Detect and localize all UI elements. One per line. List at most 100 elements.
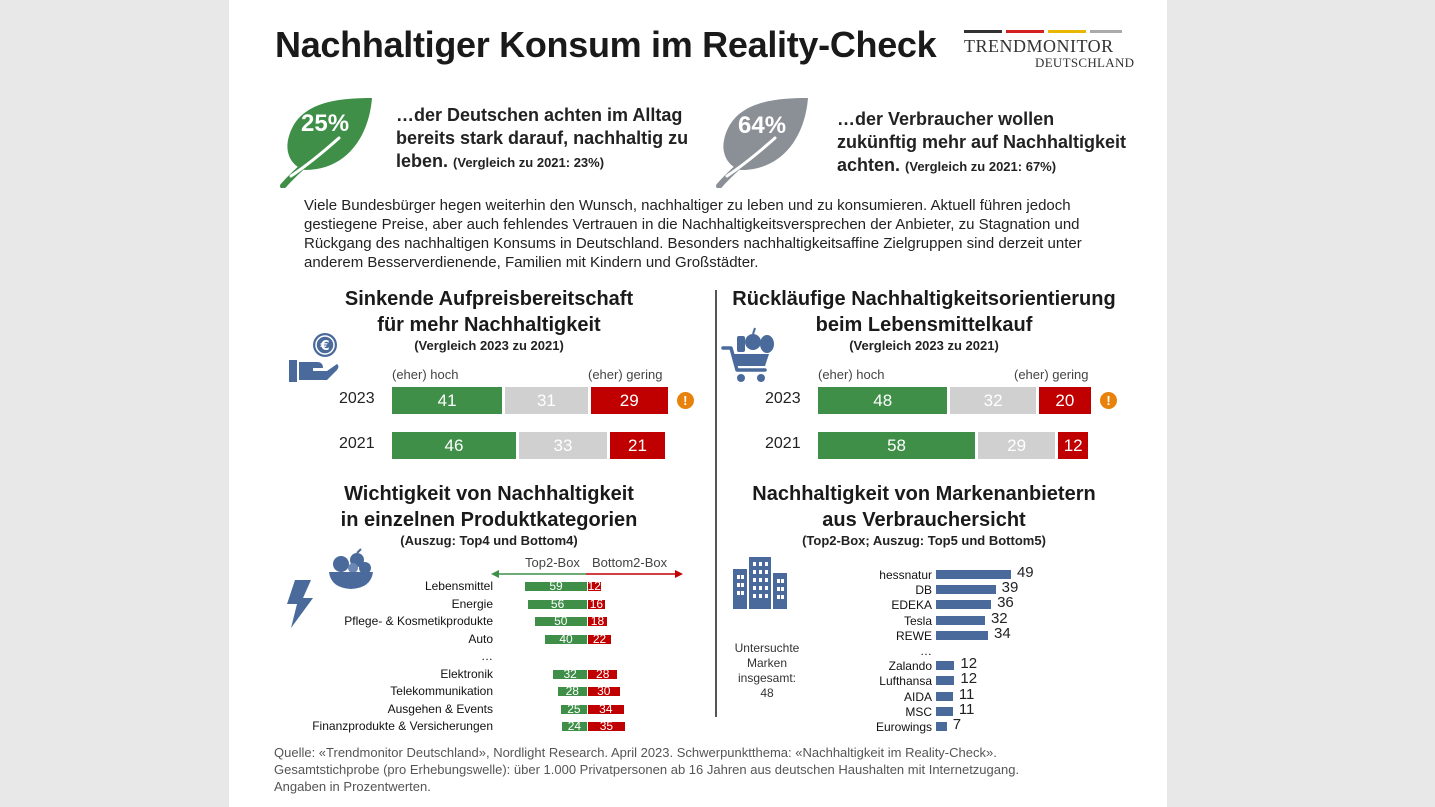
stat2-line3: achten. — [837, 155, 901, 175]
intro-paragraph: Viele Bundesbürger hegen weiterhin den W… — [304, 197, 1082, 271]
chart3-bottom-bar-2: 18 — [588, 615, 607, 627]
stat1-text: …der Deutschen achten im Alltag bereits … — [396, 104, 688, 174]
logo-bar-1 — [964, 30, 1002, 33]
chart2-bar-2023-2: 20 — [1038, 387, 1091, 414]
brands-note-line2: Marken — [746, 656, 787, 670]
chart3-bottom-bar-0: 12 — [587, 579, 601, 593]
chart4-header: Nachhaltigkeit von Markenanbietern aus V… — [724, 481, 1124, 548]
euro-hand-icon: € — [289, 333, 339, 382]
chart1-label-high: (eher) hoch — [392, 367, 459, 382]
chart4-value-8: 11 — [958, 685, 975, 703]
legend-top2: Top2-Box — [525, 555, 580, 570]
chart4-title-line1: Nachhaltigkeit von Markenanbietern — [752, 483, 1096, 505]
svg-text:€: € — [319, 339, 329, 354]
grocery-cart-icon — [721, 327, 774, 382]
chart3-top-bar-7: 25 — [560, 703, 587, 715]
chart4-value-4: 34 — [994, 624, 1011, 642]
chart4-brand-1: DB — [915, 583, 932, 598]
chart1-bar-2021-1: 33 — [518, 432, 608, 459]
stat1-line1: …der Deutschen achten im Alltag — [396, 105, 683, 125]
chart4-brand-0: hessnatur — [879, 568, 932, 582]
chart4-value-10: 7 — [952, 716, 962, 733]
chart3-category-1: Energie — [451, 596, 493, 611]
chart2-label-high: (eher) hoch — [818, 367, 885, 382]
chart1-bar-2023-0: 41 — [392, 387, 503, 414]
chart3-category-7: Ausgehen & Events — [387, 701, 493, 716]
chart4-bar-8 — [936, 691, 953, 701]
chart4-brand-2: EDEKA — [891, 598, 932, 613]
chart4-brand-6: Zalando — [888, 659, 932, 674]
chart4-title-line2: aus Verbrauchersicht — [822, 509, 1026, 531]
chart3-category-8: Finanzprodukte & Versicherungen — [312, 719, 493, 733]
vertical-divider — [715, 290, 717, 717]
chart3-bottom-bar-5: 28 — [588, 668, 618, 680]
chart2-label-low: (eher) gering — [1014, 367, 1089, 382]
green-leaf-icon — [280, 98, 372, 188]
chart4-bar-3 — [936, 615, 985, 625]
fruit-bowl-icon — [329, 548, 373, 589]
chart4-value-9: 11 — [958, 700, 975, 718]
chart1-warning-icon: ! — [676, 392, 694, 409]
chart3-title-line2: in einzelnen Produktkategorien — [340, 509, 638, 531]
source-line3: Angaben in Prozentwerten. — [274, 779, 431, 794]
logo-bar-4 — [1090, 30, 1122, 33]
chart4-brand-9: MSC — [905, 704, 932, 719]
chart3-bottom-bar-7: 34 — [588, 703, 624, 715]
chart4-brand-10: Eurowings — [875, 720, 932, 734]
chart2-year-2021: 2021 — [765, 435, 801, 452]
chart3-title-line1: Wichtigkeit von Nachhaltigkeit — [344, 483, 634, 505]
chart4-value-3: 32 — [990, 609, 1008, 627]
chart1-title-line1: Sinkende Aufpreisbereitschaft — [344, 288, 634, 310]
stat1-comparison: (Vergleich zu 2021: 23%) — [453, 155, 605, 170]
chart4-value-0: 49 — [1016, 564, 1034, 581]
chart2-title-line2: beim Lebensmittelkauf — [815, 314, 1033, 336]
brands-note: Untersuchte Marken insgesamt: 48 — [727, 641, 807, 701]
source-line1: Quelle: «Trendmonitor Deutschland», Nord… — [274, 745, 997, 760]
chart1-bar-2023-2: 29 — [590, 387, 668, 414]
chart1-year-2021: 2021 — [339, 435, 375, 452]
stat1-line3: leben. — [396, 151, 449, 171]
chart3-top-bar-1: 56 — [528, 598, 587, 610]
chart1-bar-2021-2: 21 — [610, 432, 665, 459]
chart1-header: Sinkende Aufpreisbereitschaft für mehr N… — [289, 286, 689, 353]
chart3-category-3: Auto — [468, 631, 493, 646]
stat2-text: …der Verbraucher wollen zukünftig mehr a… — [837, 108, 1126, 178]
chart3-top-bar-8: 24 — [561, 720, 587, 732]
chart3-category-4: … — [481, 649, 493, 663]
chart2-bar-2021-0: 58 — [818, 432, 976, 459]
brands-note-line4: 48 — [760, 686, 774, 700]
chart3-category-6: Telekommunikation — [390, 684, 493, 698]
chart3-bottom-bar-3: 22 — [588, 633, 612, 645]
chart4-brand-4: REWE — [896, 628, 932, 643]
chart2-warning-icon: ! — [1100, 392, 1117, 409]
logo-bar-3 — [1048, 30, 1086, 33]
chart1-subtitle: (Vergleich 2023 zu 2021) — [414, 338, 564, 353]
brands-note-line3: insgesamt: — [737, 671, 797, 685]
chart1-title-line2: für mehr Nachhaltigkeit — [377, 314, 601, 336]
chart4-value-7: 12 — [960, 670, 978, 688]
legend-bottom2: Bottom2-Box — [592, 555, 668, 570]
chart3-bottom-bar-6: 30 — [588, 685, 620, 697]
slide: Nachhaltiger Konsum im Reality-Check TRE… — [229, 0, 1167, 807]
stat1-line2: bereits stark darauf, nachhaltig zu — [396, 128, 689, 148]
logo-bar-2 — [1006, 30, 1044, 33]
chart3-category-5: Elektronik — [440, 666, 493, 681]
page-title: Nachhaltiger Konsum im Reality-Check — [275, 24, 937, 65]
chart4-bar-7 — [936, 676, 955, 686]
stat2-percent: 64% — [738, 112, 787, 139]
logo-line-1: TRENDMONITOR — [964, 36, 1114, 56]
chart1-bar-2023-1: 31 — [505, 387, 588, 414]
buildings-icon — [733, 557, 787, 609]
stat2-comparison: (Vergleich zu 2021: 67%) — [905, 159, 1057, 174]
logo-line-2: DEUTSCHLAND — [1035, 55, 1135, 70]
source-line2: Gesamtstichprobe (pro Erhebungswelle): ü… — [274, 762, 1020, 777]
chart4-bar-10 — [936, 722, 947, 731]
chart4-bar-6 — [936, 661, 955, 671]
chart4-value-1: 39 — [1001, 579, 1019, 597]
gray-leaf-icon — [716, 98, 808, 188]
chart4-brand-8: AIDA — [903, 689, 932, 704]
brands-note-line1: Untersuchte — [734, 641, 800, 655]
chart2-title-line1: Rückläufige Nachhaltigkeitsorientierung — [732, 288, 1116, 310]
chart3-header: Wichtigkeit von Nachhaltigkeit in einzel… — [289, 481, 689, 548]
chart4-bar-4 — [936, 630, 989, 640]
